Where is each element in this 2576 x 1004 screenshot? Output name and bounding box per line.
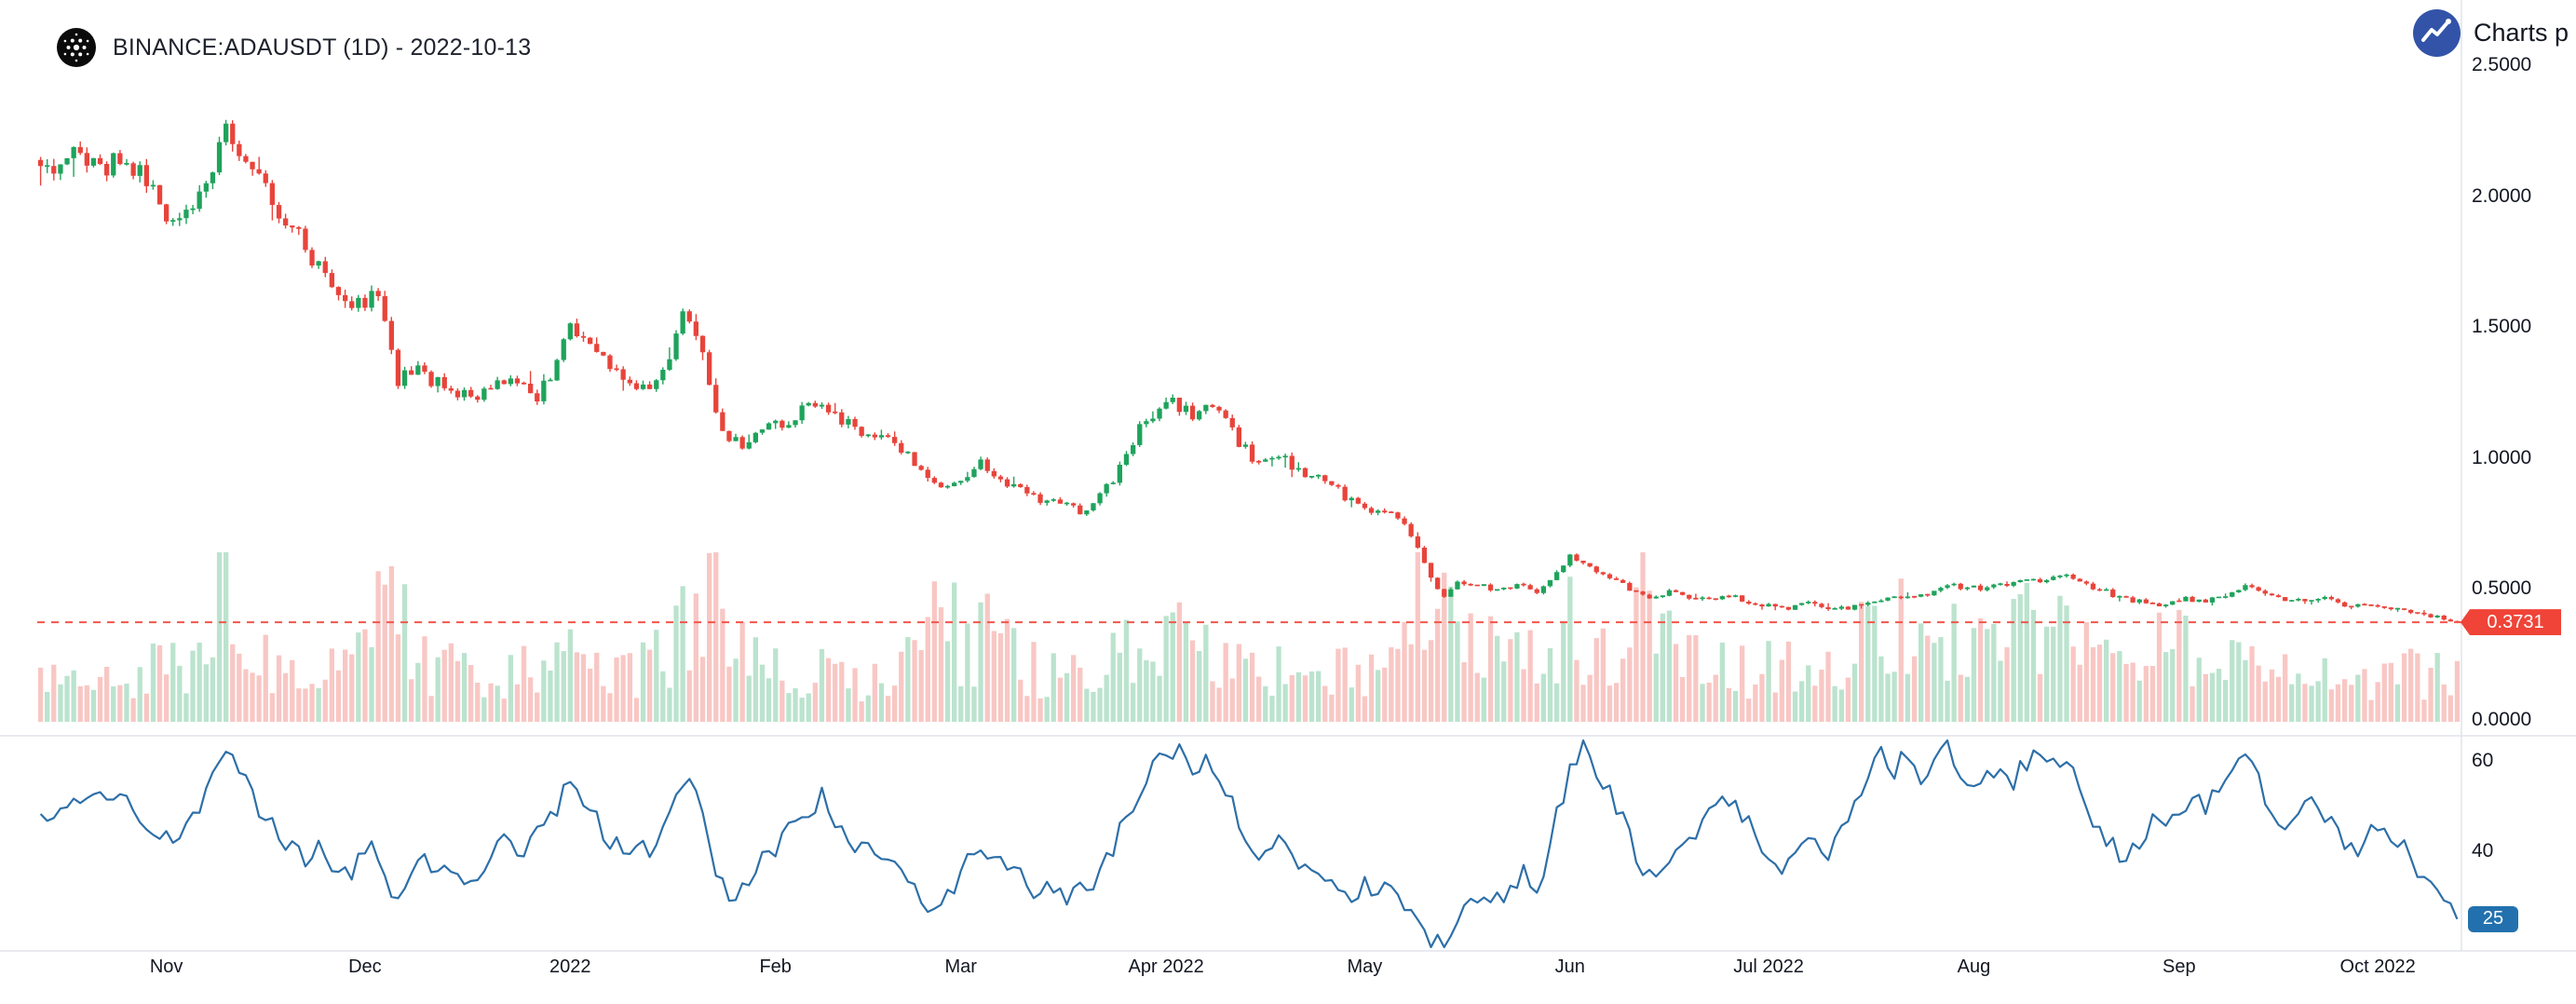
- cardano-logo-icon: [57, 28, 96, 67]
- price-tick-label: 2.5000: [2472, 54, 2532, 75]
- price-tick-label: 1.5000: [2472, 316, 2532, 338]
- time-tick-label: Sep: [2162, 957, 2196, 977]
- time-tick-label: Mar: [944, 957, 977, 977]
- volume-bars-up: [45, 552, 2440, 722]
- candle-bodies-down: [37, 123, 2461, 623]
- rsi-line: [39, 739, 2459, 949]
- time-tick-label: May: [1347, 957, 1383, 977]
- tradingview-logo-icon[interactable]: [2412, 8, 2461, 58]
- rsi-value: 25: [2482, 908, 2504, 929]
- time-tick-label: Jun: [1554, 957, 1585, 977]
- time-tick-label: Jul 2022: [1733, 957, 1804, 977]
- time-tick-label: Nov: [149, 957, 183, 977]
- attribution-text: Charts p: [2474, 19, 2569, 47]
- rsi-tick-label: 60: [2472, 749, 2494, 771]
- candle-bodies-up: [45, 123, 2440, 617]
- time-tick-label: Oct 2022: [2339, 957, 2416, 977]
- rsi-tick-label: 40: [2472, 840, 2494, 862]
- price-tick-label: 0.5000: [2472, 577, 2532, 600]
- rsi-value-badge: 25: [2468, 905, 2518, 932]
- time-tick-label: Feb: [759, 957, 792, 977]
- price-tick-label: 0.0000: [2472, 709, 2532, 730]
- time-tick-label: Dec: [348, 957, 382, 977]
- last-price-label: 0.3731: [2461, 609, 2561, 636]
- symbol-title: BINANCE:ADAUSDT (1D) - 2022-10-13: [113, 34, 532, 61]
- time-tick-label: 2022: [549, 957, 591, 977]
- price-tick-label: 1.0000: [2472, 446, 2532, 468]
- candle-wicks-up: [47, 119, 2438, 618]
- attribution-link[interactable]: Charts p: [2412, 8, 2569, 58]
- chart-header: BINANCE:ADAUSDT (1D) - 2022-10-13: [56, 27, 531, 68]
- last-price-value: 0.3731: [2487, 611, 2544, 632]
- price-tick-label: 2.0000: [2472, 184, 2532, 207]
- time-tick-label: Apr 2022: [1128, 957, 1204, 977]
- volume-bars-down: [37, 552, 2461, 722]
- time-tick-label: Aug: [1957, 957, 1991, 977]
